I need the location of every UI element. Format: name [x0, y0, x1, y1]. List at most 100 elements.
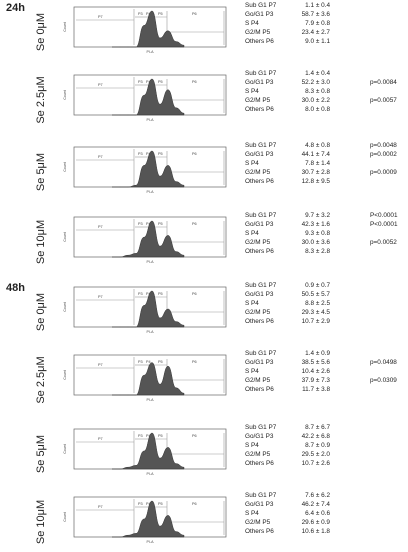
x-axis-label: PI-A [147, 260, 155, 264]
histogram-area [111, 432, 185, 470]
gate-label-p5: P5 [158, 12, 163, 16]
concentration-text: Se 0μM [35, 12, 47, 52]
flow-panel: Se 2.5μM P7 P3 P4 P5 P6 Count PI-A Sub G1 P7 1.4 … [0, 70, 408, 130]
phase-value: 30.7 ± 2.8 [301, 168, 330, 176]
phase-value: 7.6 ± 6.2 [305, 492, 330, 499]
flow-panel: Se 2.5μM P7 P3 P4 P5 P6 Count PI-A Sub G1 P7 1.4 … [0, 350, 408, 410]
gate-label-p3: P3 [138, 152, 143, 156]
phase-label: Others P6 [245, 317, 274, 325]
p-value: p=0.0309 [370, 376, 397, 384]
concentration-text: Se 5μM [35, 434, 47, 474]
stats-row: S P4 8.7 ± 0.9 [245, 442, 405, 451]
phase-value: 7.9 ± 0.8 [305, 19, 330, 27]
y-axis-label: Count [63, 232, 67, 242]
stats-row: Others P6 8.0 ± 0.8 [245, 106, 405, 115]
gate-label-p4: P4 [146, 222, 151, 226]
phase-value: 8.3 ± 2.8 [305, 247, 330, 255]
phase-value: 1.4 ± 0.9 [305, 350, 330, 357]
concentration-label: Se 0μM [34, 282, 48, 342]
flow-panel: Se 5μM P7 P3 P4 P5 P6 Count PI-A Sub G1 P7 8.7 ± … [0, 424, 408, 484]
stats-row: Go/G1 P3 44.1 ± 7.4 p=0.0002 [245, 151, 405, 160]
phase-label: Sub G1 P7 [245, 142, 277, 149]
cell-cycle-histogram: P7 P3 P4 P5 P6 Count PI-A [60, 494, 230, 544]
stats-row: Others P6 10.6 ± 1.8 [245, 528, 405, 537]
stats-table: Sub G1 P7 0.9 ± 0.7 Go/G1 P3 50.5 ± 5.7 S P4… [245, 282, 405, 326]
gate-label-p4: P4 [146, 502, 151, 506]
stats-row: Sub G1 P7 0.9 ± 0.7 [245, 282, 405, 291]
phase-value: 8.8 ± 2.5 [305, 299, 330, 307]
stats-row: G2/M P5 37.9 ± 7.3 p=0.0309 [245, 377, 405, 386]
concentration-label: Se 10μM [34, 492, 48, 552]
y-axis-label: Count [63, 162, 67, 172]
stats-table: Sub G1 P7 1.1 ± 0.4 Go/G1 P3 58.7 ± 3.6 S P4… [245, 2, 405, 46]
phase-value: 29.6 ± 0.9 [301, 518, 330, 526]
stats-row: S P4 6.4 ± 0.6 [245, 510, 405, 519]
concentration-label: Se 0μM [34, 2, 48, 62]
y-axis-label: Count [63, 22, 67, 32]
stats-row: Go/G1 P3 52.2 ± 3.0 p=0.0084 [245, 79, 405, 88]
phase-label: S P4 [245, 87, 259, 95]
gate-label-p5: P5 [158, 292, 163, 296]
phase-label: Others P6 [245, 527, 274, 535]
gate-label-p5: P5 [158, 80, 163, 84]
phase-value: 38.5 ± 5.6 [301, 358, 330, 366]
stats-row: Others P6 12.8 ± 9.5 [245, 178, 405, 187]
phase-label: Sub G1 P7 [245, 424, 277, 431]
phase-value: 46.2 ± 7.4 [301, 500, 330, 508]
stats-table: Sub G1 P7 8.7 ± 6.7 Go/G1 P3 42.2 ± 6.8 S P4… [245, 424, 405, 468]
gate-label-p4: P4 [146, 434, 151, 438]
stats-row: Others P6 10.7 ± 2.6 [245, 460, 405, 469]
gate-label-p6: P6 [192, 12, 197, 16]
phase-label: G2/M P5 [245, 168, 271, 176]
phase-value: 12.8 ± 9.5 [301, 177, 330, 185]
phase-label: Others P6 [245, 37, 274, 45]
concentration-text: Se 10μM [35, 499, 47, 545]
phase-value: 50.5 ± 5.7 [301, 290, 330, 298]
stats-table: Sub G1 P7 1.4 ± 0.9 Go/G1 P3 38.5 ± 5.6 p=0.… [245, 350, 405, 394]
flow-panel: Se 0μM P7 P3 P4 P5 P6 Count PI-A Sub G1 P7 0.9 ± … [0, 282, 408, 342]
concentration-text: Se 0μM [35, 292, 47, 332]
gate-label-p3: P3 [138, 434, 143, 438]
stats-row: G2/M P5 29.5 ± 2.0 [245, 451, 405, 460]
y-axis-label: Count [63, 370, 67, 380]
phase-label: Others P6 [245, 385, 274, 393]
concentration-label: Se 5μM [34, 424, 48, 484]
phase-value: 10.6 ± 1.8 [301, 527, 330, 535]
phase-value: 8.7 ± 0.9 [305, 441, 330, 449]
stats-row: Others P6 8.3 ± 2.8 [245, 248, 405, 257]
flow-panel: Se 10μM P7 P3 P4 P5 P6 Count PI-A Sub G1 P7 9.7 ±… [0, 212, 408, 272]
phase-value: 29.5 ± 2.0 [301, 450, 330, 458]
stats-table: Sub G1 P7 4.8 ± 0.8 p=0.0048 Go/G1 P3 44.1 ±… [245, 142, 405, 186]
phase-value: 8.3 ± 0.8 [305, 87, 330, 95]
stats-row: G2/M P5 30.7 ± 2.8 p=0.0009 [245, 169, 405, 178]
phase-label: S P4 [245, 229, 259, 237]
phase-label: Others P6 [245, 459, 274, 467]
stats-row: S P4 7.9 ± 0.8 [245, 20, 405, 29]
phase-label: G2/M P5 [245, 518, 271, 526]
flow-panel: Se 0μM P7 P3 P4 P5 P6 Count PI-A Sub G1 P7 1.1 ± … [0, 2, 408, 62]
histogram-area [111, 10, 185, 48]
x-axis-label: PI-A [147, 398, 155, 402]
gate-label-p3: P3 [138, 292, 143, 296]
phase-label: S P4 [245, 509, 259, 517]
phase-label: S P4 [245, 299, 259, 307]
gate-label-p4: P4 [146, 360, 151, 364]
section-label: 48h [6, 282, 25, 294]
cell-cycle-histogram: P7 P3 P4 P5 P6 Count PI-A [60, 4, 230, 54]
concentration-text: Se 5μM [35, 152, 47, 192]
phase-value: 1.4 ± 0.4 [305, 70, 330, 77]
phase-label: G2/M P5 [245, 376, 271, 384]
phase-value: 30.0 ± 3.6 [301, 238, 330, 246]
phase-label: Sub G1 P7 [245, 212, 277, 219]
phase-value: 58.7 ± 3.6 [301, 10, 330, 18]
stats-table: Sub G1 P7 1.4 ± 0.4 Go/G1 P3 52.2 ± 3.0 p=0.… [245, 70, 405, 114]
stats-row: S P4 8.3 ± 0.8 [245, 88, 405, 97]
stats-row: Go/G1 P3 50.5 ± 5.7 [245, 291, 405, 300]
stats-row: S P4 9.3 ± 0.8 [245, 230, 405, 239]
gate-label-p3: P3 [138, 502, 143, 506]
phase-label: Go/G1 P3 [245, 10, 274, 18]
phase-label: Others P6 [245, 177, 274, 185]
histogram-area [111, 500, 185, 538]
phase-value: 9.0 ± 1.1 [305, 37, 330, 45]
phase-label: G2/M P5 [245, 308, 271, 316]
